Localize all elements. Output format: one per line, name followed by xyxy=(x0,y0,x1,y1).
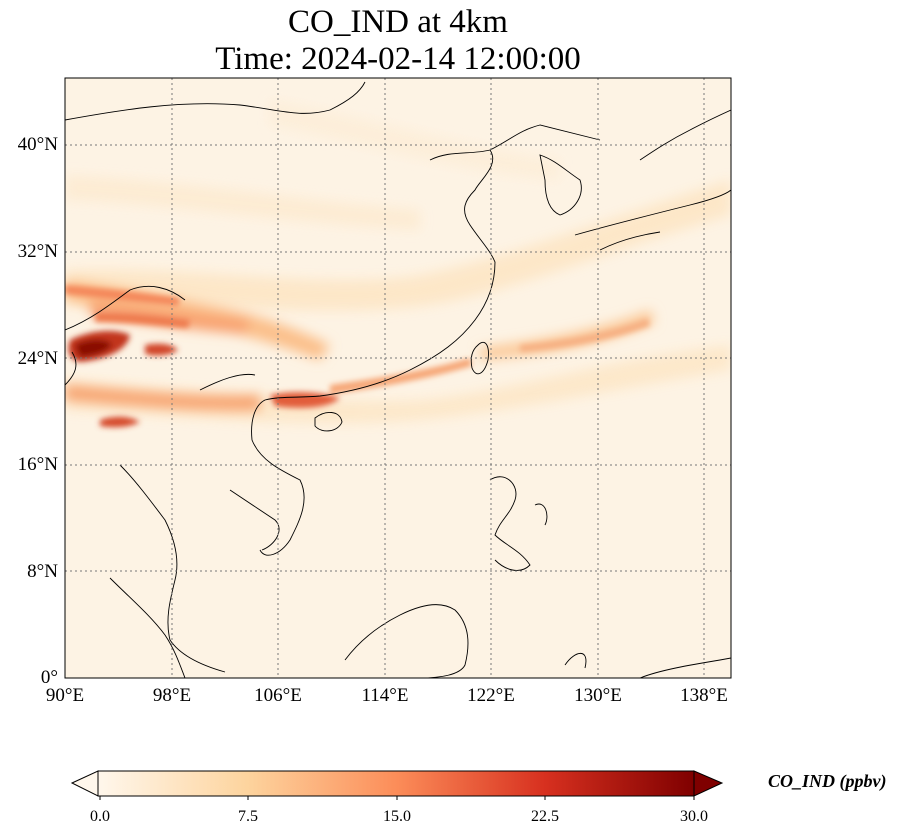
map-title-line2: Time: 2024-02-14 12:00:00 xyxy=(215,41,581,77)
map-title-line1: CO_IND at 4km xyxy=(288,4,508,40)
coastlines xyxy=(65,81,731,678)
colorbar-tick-label: 15.0 xyxy=(383,808,411,825)
colorbar xyxy=(70,770,724,800)
lat-tick-label: 32°N xyxy=(17,241,58,262)
lon-tick-label: 122°E xyxy=(467,685,515,706)
colorbar-tick-label: 0.0 xyxy=(90,808,110,825)
lat-tick-label: 24°N xyxy=(17,348,58,369)
lon-tick-label: 90°E xyxy=(45,685,85,706)
gridlines xyxy=(65,78,731,678)
colorbar-label: CO_IND (ppbv) xyxy=(768,771,887,791)
lon-tick-label: 106°E xyxy=(254,685,302,706)
lon-tick-label: 130°E xyxy=(574,685,622,706)
lat-tick-label: 40°N xyxy=(17,134,58,155)
concentration-field xyxy=(65,78,731,678)
lon-tick-label: 138°E xyxy=(680,685,728,706)
lat-tick-label: 16°N xyxy=(17,454,58,475)
lon-tick-label: 114°E xyxy=(361,685,409,706)
lat-tick-label: 0° xyxy=(40,667,58,688)
lon-tick-label: 98°E xyxy=(152,685,192,706)
colorbar-tick-label: 7.5 xyxy=(238,808,258,825)
map-frame xyxy=(64,77,732,679)
colorbar-tick-label: 22.5 xyxy=(531,808,559,825)
colorbar-tick-label: 30.0 xyxy=(680,808,708,825)
lat-tick-label: 8°N xyxy=(27,561,58,582)
